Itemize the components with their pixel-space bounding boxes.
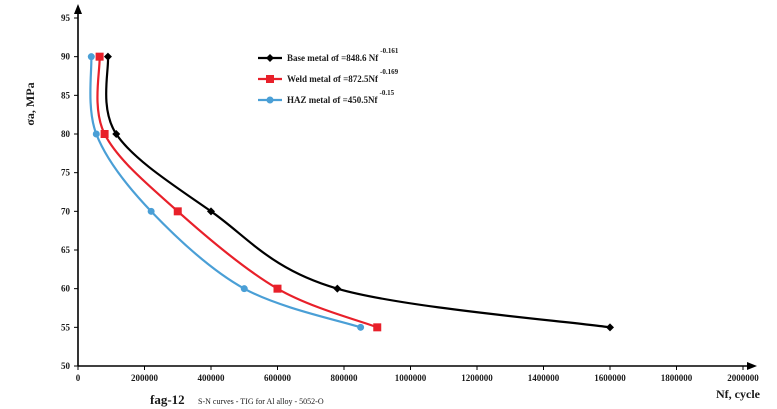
data-point [373,323,382,332]
legend-label: HAZ metal σf =450.5Nf [287,95,379,105]
legend-label: Weld metal σf =872.5Nf [287,74,379,84]
data-point [92,130,100,138]
data-point [240,285,248,293]
data-point [333,284,342,293]
series-line [89,56,361,329]
legend-item: Base metal σf =848.6 Nf-0.161 [258,47,399,63]
data-point [173,207,182,216]
series-circle [87,53,365,331]
y-tick-label: 65 [61,245,71,255]
chart-legend: Base metal σf =848.6 Nf-0.161 Weld metal … [258,47,399,105]
legend-exponent: -0.15 [380,89,395,97]
x-tick-label: 1400000 [528,373,560,383]
legend-exponent: -0.169 [380,68,399,76]
y-tick-label: 55 [61,322,71,332]
data-point [207,207,215,216]
data-series [87,52,614,332]
legend-item: Weld metal σf =872.5Nf-0.169 [258,68,399,84]
data-point [266,96,274,104]
legend-label: Base metal σf =848.6 Nf [287,53,379,63]
y-tick-label: 90 [61,52,71,62]
data-point [87,53,95,61]
data-point [112,130,121,138]
tick-labels: 0 200000 400000 600000 800000 1000000 1200000 1… [61,13,759,383]
x-tick-label: 1000000 [395,373,427,383]
x-tick-label: 800000 [331,373,359,383]
x-tick-label: 1200000 [461,373,493,383]
series-diamond [103,52,614,332]
y-axis-arrow [74,4,82,14]
figure-caption-subtitle: S-N curves - TIG for Al alloy - 5052-O [198,397,324,406]
data-point [266,75,274,83]
data-point [95,52,104,61]
figure-caption: fag-12 [150,392,185,407]
chart-axes [74,4,757,370]
y-tick-label: 80 [61,129,71,139]
x-tick-label: 200000 [131,373,159,383]
y-tick-label: 95 [61,13,71,23]
x-tick-label: 600000 [264,373,292,383]
data-point [266,54,274,62]
data-point [273,284,282,293]
y-tick-label: 60 [61,284,71,294]
y-tick-label: 85 [61,90,71,100]
legend-exponent: -0.161 [380,47,399,55]
x-tick-label: 400000 [198,373,226,383]
data-point [147,207,155,215]
x-axis-label: Nf, cycle [716,387,761,401]
data-point [606,323,614,332]
x-tick-label: 2000000 [727,373,759,383]
x-axis-arrow [747,362,757,370]
legend-item: HAZ metal σf =450.5Nf-0.15 [258,89,395,105]
data-point [103,52,112,61]
y-tick-label: 50 [61,361,71,371]
x-tick-label: 0 [76,373,81,383]
x-tick-label: 1800000 [661,373,693,383]
x-tick-label: 1600000 [594,373,626,383]
y-tick-label: 75 [61,168,71,178]
data-point [357,323,365,331]
series-line [105,56,611,329]
series-square [95,52,382,332]
data-point [100,130,109,138]
y-axis-label: σa, MPa [23,82,37,125]
y-tick-label: 70 [61,206,71,216]
